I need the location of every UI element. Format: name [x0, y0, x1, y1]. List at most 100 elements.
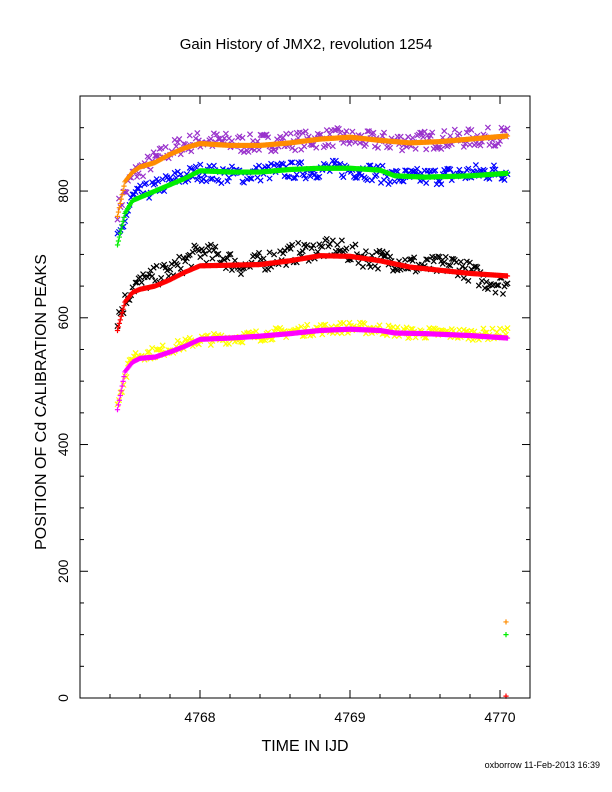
data-point-series-4: [161, 261, 168, 268]
data-point-series-0: [289, 145, 296, 152]
data-point-series-4: [457, 258, 464, 265]
data-point-series-4: [474, 264, 481, 271]
data-point-series-2: [298, 159, 305, 166]
data-point-series-5: [115, 324, 122, 330]
data-point-series-4: [251, 252, 258, 259]
data-point-series-2: [403, 167, 410, 174]
data-point-series-1: [114, 213, 121, 219]
data-point-series-2: [188, 165, 195, 172]
data-point-series-2: [423, 179, 430, 187]
data-point-series-4: [237, 271, 244, 278]
data-point-series-2: [289, 159, 296, 166]
data-point-series-0: [287, 130, 294, 137]
data-point-series-2: [492, 166, 499, 173]
data-point-series-2: [302, 175, 309, 182]
data-point-series-7: [117, 392, 123, 399]
y-tick-label: 400: [55, 433, 71, 457]
data-point-series-6: [253, 328, 260, 335]
data-point-series-0: [356, 139, 363, 146]
data-point-series-2: [228, 163, 235, 170]
data-point-series-4: [225, 251, 232, 258]
data-point-series-3: [118, 226, 124, 232]
data-point-series-2: [352, 174, 359, 181]
data-point-series-6: [320, 322, 327, 329]
axis-ticks: 0 200 400 600 800 4768 4769 4770: [55, 95, 531, 725]
data-point-series-0: [323, 127, 330, 134]
data-point-series-6: [225, 340, 232, 347]
data-point-series-2: [472, 162, 479, 169]
data-point-series-0: [188, 148, 195, 155]
data-point-series-5: [119, 310, 125, 316]
data-point-series-3: [504, 170, 511, 176]
data-point-series-3: [114, 242, 121, 248]
data-point-series-2: [194, 176, 201, 183]
data-point-series-0: [221, 135, 228, 142]
data-point-series-0: [456, 130, 463, 137]
data-point-series-4: [377, 251, 385, 258]
data-point-series-0: [325, 141, 332, 148]
data-point-series-6: [298, 323, 305, 330]
y-axis-label: POSITION OF Cd CALIBRATION PEAKS: [33, 254, 50, 550]
data-point-series-2: [316, 173, 323, 180]
data-point-series-0: [228, 138, 235, 145]
data-point-series-6: [158, 346, 165, 354]
data-point-series-4: [334, 241, 341, 248]
data-point-series-0: [292, 147, 299, 154]
data-point-series-5: [121, 303, 127, 309]
data-point-series-0: [335, 125, 342, 132]
data-point-series-4: [436, 253, 443, 260]
footer-credit: oxborrow 11-Feb-2013 16:39: [484, 760, 600, 770]
data-marks: [114, 124, 511, 699]
data-point-series-2: [432, 167, 439, 174]
data-point-series-6: [489, 325, 496, 332]
data-point-series-6: [268, 336, 275, 343]
data-point-series-0: [194, 130, 201, 137]
data-point-series-0: [301, 143, 308, 150]
data-point-series-0: [222, 130, 229, 137]
data-point-series-4: [168, 260, 175, 267]
data-point-series-4: [129, 284, 136, 291]
data-point-series-4: [158, 274, 165, 281]
data-point-series-4: [295, 239, 302, 246]
data-point-series-0: [343, 128, 350, 135]
y-tick-label: 0: [55, 694, 71, 702]
data-point-series-0: [158, 145, 165, 152]
data-point-series-2: [152, 180, 159, 187]
data-point-series-6: [207, 341, 214, 348]
x-tick-label: 4768: [184, 709, 215, 725]
data-point-series-3: [121, 214, 127, 220]
data-point-series-6: [376, 322, 383, 329]
data-point-series-0: [162, 143, 169, 150]
data-point-series-6: [322, 321, 329, 328]
data-point-series-3: [116, 234, 122, 240]
data-point-series-4: [149, 273, 156, 280]
data-point-series-4: [423, 256, 430, 263]
data-point-series-4: [138, 279, 145, 286]
data-point-series-4: [406, 256, 413, 263]
data-point-series-0: [153, 152, 160, 159]
data-point-series-4: [177, 265, 184, 272]
data-point-series-4: [435, 253, 442, 260]
data-point-series-4: [359, 263, 366, 270]
data-point-series-2: [301, 172, 308, 179]
data-point-series-0: [490, 142, 497, 149]
data-point-series-6: [480, 325, 487, 332]
data-point-series-0: [499, 127, 507, 134]
data-point-series-0: [349, 128, 356, 135]
y-tick-label: 800: [55, 179, 71, 203]
data-point-series-2: [284, 173, 291, 180]
data-point-series-4: [379, 248, 386, 255]
data-point-series-2: [414, 165, 421, 172]
data-point-series-4: [134, 279, 141, 286]
data-point-series-4: [352, 241, 359, 248]
data-point-series-0: [495, 140, 502, 147]
data-point-series-2: [490, 162, 497, 169]
data-point-series-5: [116, 320, 122, 326]
data-point-series-0: [331, 126, 338, 134]
data-point-series-2: [155, 178, 162, 185]
data-point-series-0: [409, 134, 416, 141]
data-point-series-0: [176, 135, 183, 143]
data-point-series-4: [499, 290, 507, 297]
data-point-series-4: [221, 256, 228, 263]
data-point-series-0: [272, 148, 279, 155]
